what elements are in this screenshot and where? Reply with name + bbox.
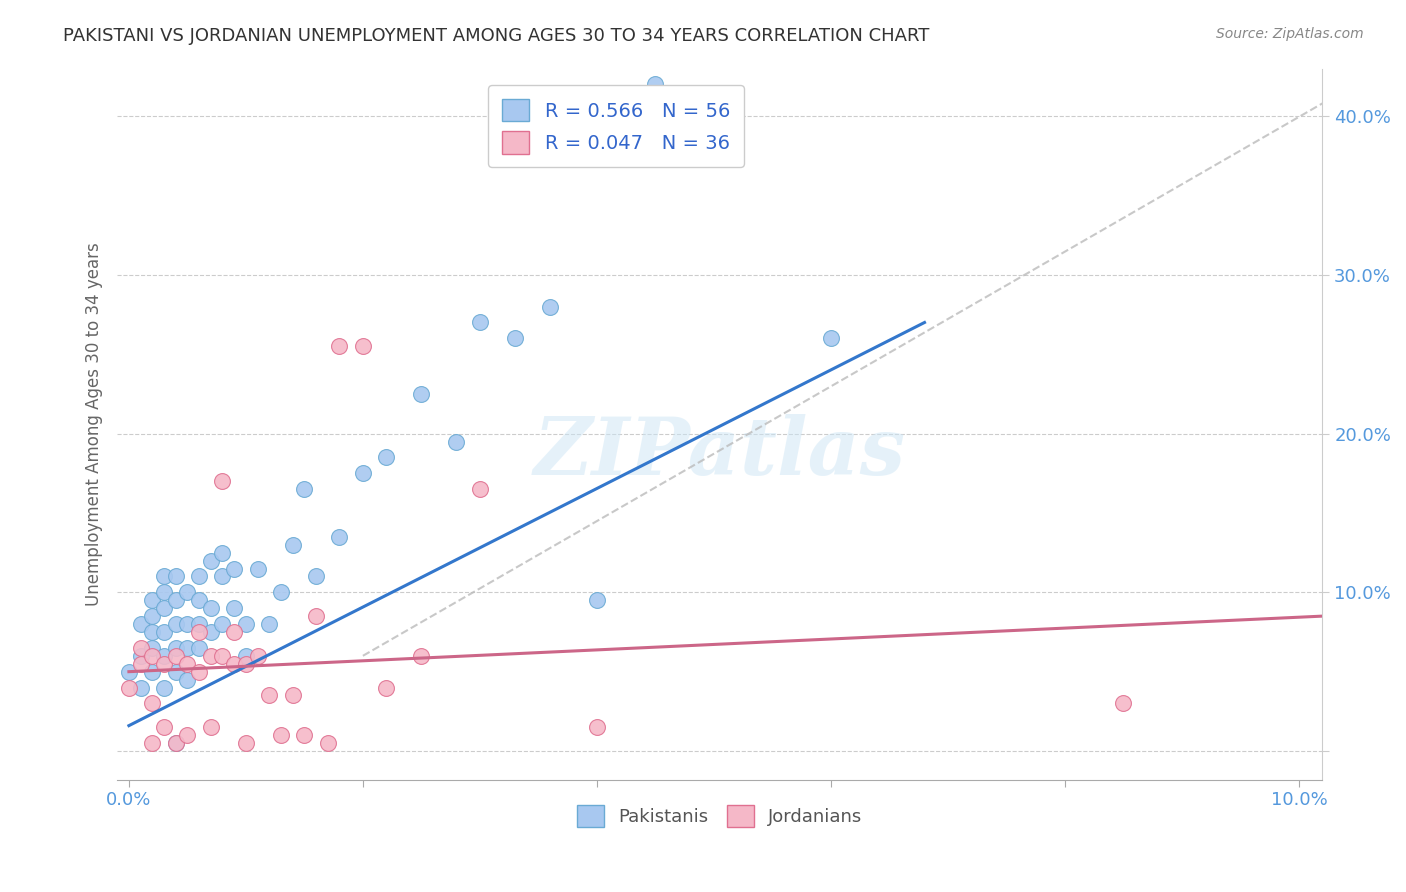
Point (375, 681, 398, 695)
Point (200, 553, 222, 567)
Point (129, 681, 152, 695)
Point (292, 482, 315, 496)
Point (188, 593, 211, 607)
Point (129, 657, 152, 671)
Point (503, 331, 526, 345)
Point (176, 640, 198, 655)
Point (176, 617, 198, 632)
Point (328, 530, 350, 544)
Point (118, 665, 141, 679)
Point (129, 648, 152, 663)
Point (141, 736, 163, 750)
Point (141, 625, 163, 640)
Point (468, 316, 491, 330)
Point (446, 434, 468, 449)
Point (211, 648, 233, 663)
Point (141, 640, 163, 655)
Point (188, 625, 211, 640)
Point (316, 736, 339, 750)
Point (211, 617, 233, 632)
Point (538, 300, 561, 314)
Point (246, 648, 269, 663)
Point (235, 648, 257, 663)
Point (141, 609, 163, 624)
Point (235, 736, 257, 750)
Point (129, 640, 152, 655)
Point (200, 648, 222, 663)
Point (129, 617, 152, 632)
Point (224, 657, 246, 671)
Point (200, 625, 222, 640)
Point (246, 561, 269, 575)
Text: ZIPatlas: ZIPatlas (534, 414, 905, 491)
Point (188, 665, 211, 679)
Point (224, 561, 246, 575)
Point (153, 569, 176, 583)
Point (586, 593, 609, 607)
Point (118, 681, 141, 695)
Point (211, 546, 233, 560)
Point (235, 617, 257, 632)
Point (200, 601, 222, 615)
Point (141, 593, 163, 607)
Point (411, 648, 433, 663)
Point (820, 331, 842, 345)
Point (305, 569, 328, 583)
Point (165, 665, 187, 679)
Point (259, 689, 281, 703)
Point (211, 474, 233, 488)
Point (235, 657, 257, 671)
Point (281, 538, 304, 552)
Point (188, 569, 211, 583)
Legend: Pakistanis, Jordanians: Pakistanis, Jordanians (569, 798, 870, 835)
Point (165, 648, 187, 663)
Point (586, 720, 609, 734)
Point (153, 625, 176, 640)
Point (165, 736, 187, 750)
Point (153, 657, 176, 671)
Point (165, 593, 187, 607)
Point (328, 339, 350, 353)
Point (153, 681, 176, 695)
Point (352, 339, 374, 353)
Point (141, 648, 163, 663)
Point (188, 640, 211, 655)
Text: Source: ZipAtlas.com: Source: ZipAtlas.com (1216, 27, 1364, 41)
Point (305, 609, 328, 624)
Point (165, 569, 187, 583)
Point (259, 617, 281, 632)
Point (270, 728, 292, 742)
Point (281, 689, 304, 703)
Text: PAKISTANI VS JORDANIAN UNEMPLOYMENT AMONG AGES 30 TO 34 YEARS CORRELATION CHART: PAKISTANI VS JORDANIAN UNEMPLOYMENT AMON… (63, 27, 929, 45)
Point (153, 720, 176, 734)
Point (165, 617, 187, 632)
Point (224, 625, 246, 640)
Point (468, 482, 491, 496)
Point (165, 640, 187, 655)
Point (352, 467, 374, 481)
Point (200, 720, 222, 734)
Point (270, 585, 292, 599)
Point (153, 601, 176, 615)
Point (141, 665, 163, 679)
Y-axis label: Unemployment Among Ages 30 to 34 years: Unemployment Among Ages 30 to 34 years (86, 243, 103, 606)
Point (411, 387, 433, 401)
Point (224, 601, 246, 615)
Point (188, 617, 211, 632)
Point (292, 728, 315, 742)
Point (176, 728, 198, 742)
Point (1112, 697, 1135, 711)
Point (176, 657, 198, 671)
Point (211, 569, 233, 583)
Point (153, 648, 176, 663)
Point (165, 736, 187, 750)
Point (375, 450, 398, 465)
Point (644, 78, 666, 92)
Point (176, 673, 198, 687)
Point (153, 585, 176, 599)
Point (176, 585, 198, 599)
Point (141, 697, 163, 711)
